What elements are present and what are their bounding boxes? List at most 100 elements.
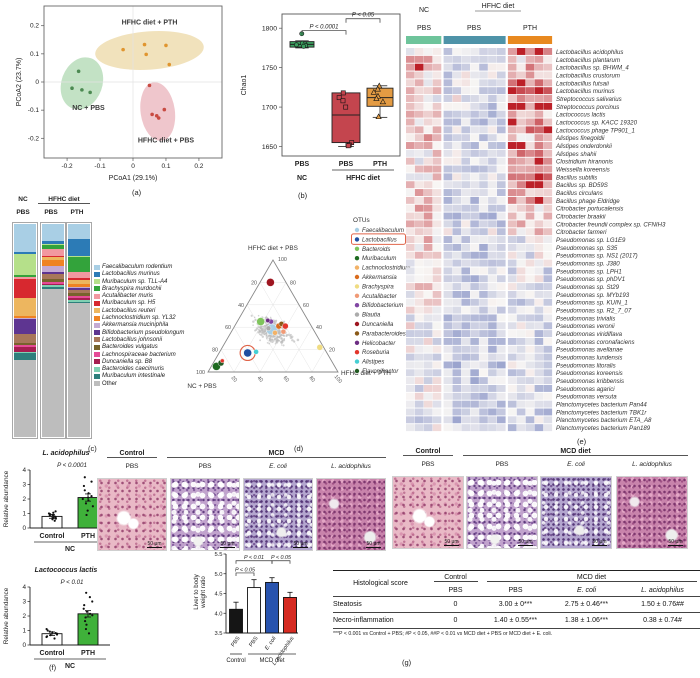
svg-text:Bacteroids: Bacteroids: [362, 247, 390, 253]
heatmap-cell: [516, 345, 526, 353]
heatmap-cell: [432, 392, 442, 400]
heatmap-cell: [452, 306, 462, 314]
heatmap-cell: [461, 416, 470, 424]
legend-swatch: [94, 344, 100, 350]
heatmap-cell: [406, 322, 415, 330]
heatmap-cell: [452, 165, 462, 173]
heatmap-cell: [452, 369, 462, 377]
table-value: 0: [453, 617, 458, 624]
heatmap-cell: [452, 126, 462, 134]
heatmap-cell: [423, 353, 433, 361]
heatmap-cell: [488, 71, 497, 79]
heatmap-cell: [516, 110, 526, 118]
heatmap-cell: [470, 408, 479, 416]
svg-text:3: 3: [22, 599, 26, 606]
heatmap-cell: [423, 416, 433, 424]
heatmap-cell: [497, 204, 506, 212]
table-row: Necro-inflammation 0 1.40 ± 0.55*** 1.38 ± …: [333, 613, 700, 628]
heatmap-cell: [461, 377, 470, 385]
heatmap-cell: [479, 377, 488, 385]
svg-text:Faecalibaculum: Faecalibaculum: [362, 228, 404, 234]
heatmap-cell: [534, 228, 544, 236]
svg-text:20: 20: [230, 375, 238, 383]
heatmap-cell: [488, 134, 497, 142]
svg-text:0: 0: [131, 163, 135, 170]
heatmap-cell: [406, 157, 415, 165]
data-point: [375, 113, 382, 120]
heatmap-cell: [414, 165, 424, 173]
svg-text:3: 3: [22, 482, 26, 489]
group-label-nc: NC: [18, 196, 28, 203]
group-ellipse: [140, 82, 176, 141]
heatmap-cell: [414, 392, 424, 400]
heatmap-cell: [432, 157, 442, 165]
heatmap-cell: [452, 353, 462, 361]
sub-label: PBS: [16, 209, 30, 216]
panel-g-histology-table: Histological score Control MCD diet PBS PBS E…: [333, 570, 700, 637]
heatmap-cell: [497, 353, 506, 361]
heatmap-cell: [497, 63, 506, 71]
data-point: [294, 42, 299, 48]
heatmap-cell: [516, 118, 526, 126]
heatmap-cell: [406, 87, 415, 95]
otu-legend-swatch: [354, 350, 360, 355]
svg-text:Citrobacter portucalensis: Citrobacter portucalensis: [556, 206, 623, 213]
heatmap-cell: [488, 275, 497, 283]
heatmap-cell: [525, 110, 535, 118]
heatmap-cell: [443, 149, 453, 157]
heatmap-cell: [516, 212, 526, 220]
heatmap-cell: [443, 189, 453, 196]
heatmap-cell: [488, 306, 497, 314]
heatmap-cell: [497, 416, 506, 424]
data-point: [370, 88, 377, 95]
heatmap-cell: [488, 181, 497, 189]
heatmap-cell: [443, 228, 453, 236]
heatmap-cell: [470, 157, 479, 165]
heatmap-cell: [406, 275, 415, 283]
bar-segment: [14, 342, 36, 345]
bar-segment: [68, 238, 90, 256]
sample-point: [121, 47, 125, 52]
heatmap-cell: [534, 55, 544, 63]
heatmap-cell: [443, 157, 453, 165]
heatmap-cell: [507, 298, 517, 306]
bar-segment: [14, 253, 36, 276]
heatmap-cell: [534, 63, 544, 71]
heatmap-cell: [432, 71, 442, 79]
legend-swatch: [94, 322, 100, 328]
heatmap-cell: [423, 212, 433, 220]
svg-text:E. coli: E. coli: [264, 635, 278, 651]
heatmap-cell: [443, 275, 453, 283]
heatmap-cell: [534, 392, 544, 400]
svg-text:OTUs: OTUs: [353, 217, 370, 224]
heatmap-cell: [470, 384, 479, 392]
heatmap-cell: [452, 337, 462, 345]
heatmap-cell: [432, 173, 442, 181]
heatmap-cell: [461, 102, 470, 110]
heatmap-cell: [543, 384, 553, 392]
svg-text:Citrobacter farmeri: Citrobacter farmeri: [556, 229, 607, 236]
data-point: [343, 104, 349, 110]
heatmap-cell: [488, 345, 497, 353]
table-footnote: ***P < 0.001 vs Control + PBS; #P < 0.05…: [333, 631, 553, 637]
mcd-header: MCD diet: [483, 574, 700, 582]
heatmap-cell: [507, 384, 517, 392]
heatmap-cell: [488, 236, 497, 244]
heatmap-cell: [534, 322, 544, 330]
heatmap-cell: [497, 384, 506, 392]
heatmap-cell: [406, 377, 415, 385]
heatmap-cell: [479, 181, 488, 189]
heatmap-cell: [452, 157, 462, 165]
scatter-dot: [54, 632, 57, 635]
heatmap-cell: [443, 322, 453, 330]
heatmap-cell: [507, 392, 517, 400]
heatmap-cell: [414, 259, 424, 267]
heatmap-cell: [443, 173, 453, 181]
bar-segment: [68, 301, 90, 303]
svg-text:Pseudomonas veronii: Pseudomonas veronii: [556, 323, 615, 330]
data-point: [374, 85, 381, 92]
heatmap-cell: [507, 267, 517, 275]
svg-text:NC: NC: [297, 175, 307, 182]
heatmap-cell: [516, 290, 526, 298]
heatmap-cell: [432, 63, 442, 71]
